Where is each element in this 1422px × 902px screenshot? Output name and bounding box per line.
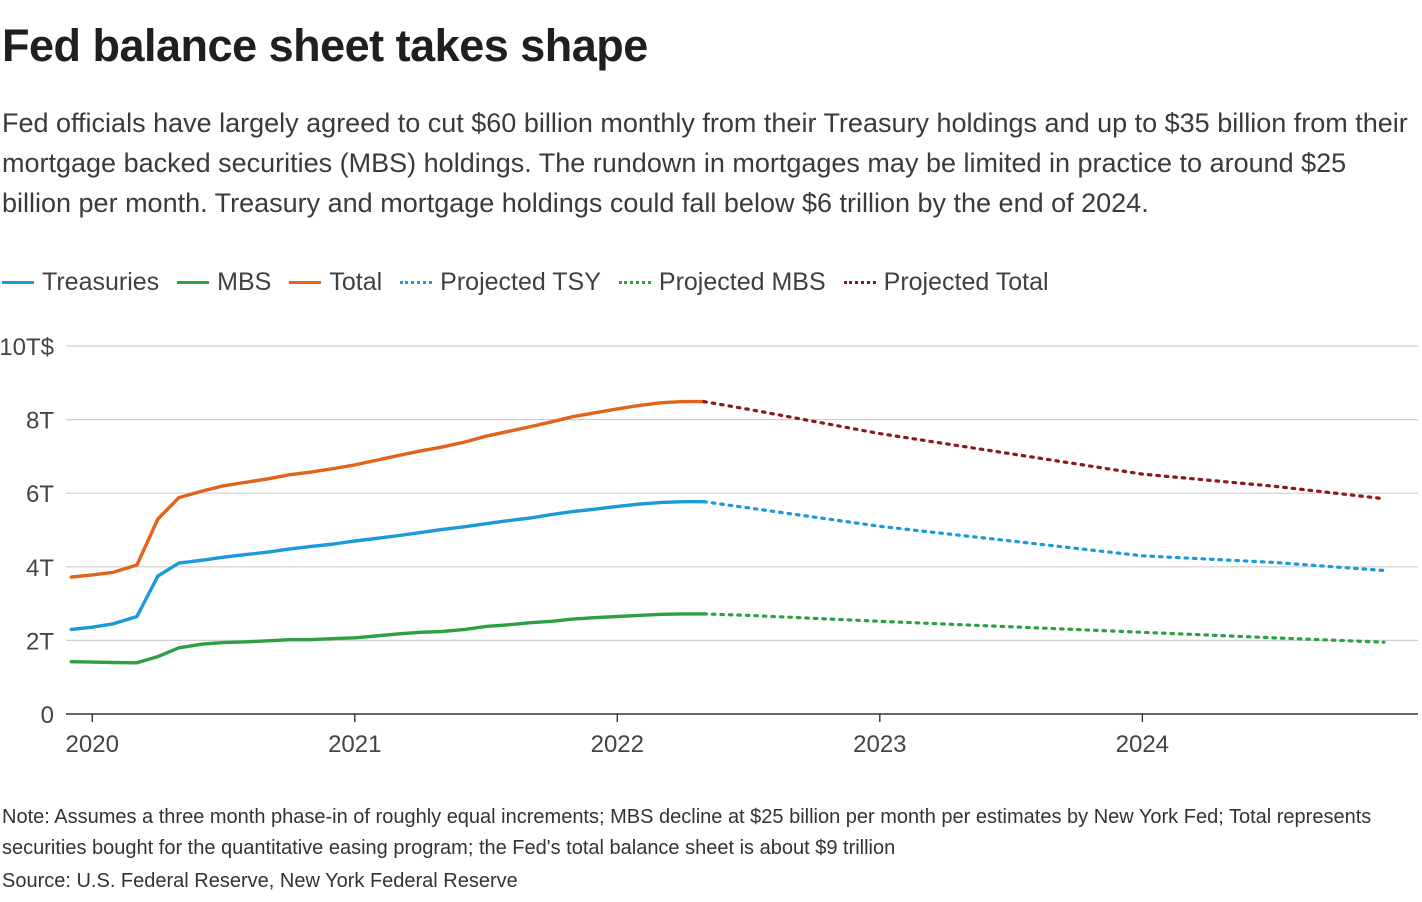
- legend-swatch: [400, 280, 433, 284]
- x-tick-label: 2023: [853, 731, 906, 758]
- x-tick-label: 2022: [591, 731, 644, 758]
- chart-legend: Treasuries MBS Total Projected TSY Projected…: [2, 264, 1067, 300]
- legend-item-projected-total: Projected Total: [843, 267, 1049, 297]
- x-tick-label: 2024: [1116, 731, 1169, 758]
- legend-item-treasuries: Treasuries: [2, 268, 159, 297]
- legend-item-total: Total: [289, 268, 382, 297]
- series-total: [69, 399, 706, 579]
- series-mbs: [69, 612, 706, 665]
- x-tick-label: 2021: [328, 731, 381, 758]
- line-chart: 0 2T 4T 6T 8T 10T$ 2020 2021 2022 2023 2024: [0, 334, 1418, 758]
- series-lines: [69, 399, 1386, 665]
- legend-label: Total: [329, 267, 383, 296]
- y-tick-label: 0: [41, 702, 54, 729]
- series-projected-tsy: [702, 500, 1386, 573]
- legend-label: Projected TSY: [440, 267, 601, 296]
- legend-label: Projected MBS: [658, 267, 826, 296]
- series-projected-mbs: [702, 612, 1386, 644]
- legend-label: MBS: [217, 267, 272, 296]
- x-tick-label: 2020: [66, 731, 119, 758]
- chart-subtitle: Fed officials have largely agreed to cut…: [2, 108, 1408, 218]
- y-tick-label: 8T: [26, 408, 54, 435]
- y-tick-label: 4T: [26, 555, 54, 582]
- legend-label: Projected Total: [883, 267, 1049, 296]
- x-axis-labels: 2020 2021 2022 2023 2024: [66, 714, 1169, 758]
- chart-footer: Note: Assumes a three month phase-in of …: [2, 802, 1422, 897]
- legend-item-mbs: MBS: [177, 268, 271, 297]
- series-treasuries: [69, 500, 706, 632]
- gridlines: [66, 345, 1418, 715]
- legend-label: Treasuries: [42, 267, 160, 296]
- legend-swatch: [843, 280, 876, 284]
- chart-title: Fed balance sheet takes shape: [2, 20, 648, 71]
- legend-swatch: [2, 280, 34, 284]
- legend-swatch: [289, 280, 322, 284]
- legend-swatch: [177, 280, 210, 284]
- y-tick-label: 10T$: [0, 334, 54, 361]
- chart-note: Note: Assumes a three month phase-in of …: [2, 806, 1372, 859]
- y-axis-labels: 0 2T 4T 6T 8T 10T$: [0, 334, 54, 729]
- legend-swatch: [618, 280, 651, 284]
- series-projected-total: [702, 400, 1386, 501]
- y-tick-label: 2T: [26, 628, 54, 655]
- y-tick-label: 6T: [26, 481, 54, 508]
- chart-source: Source: U.S. Federal Reserve, New York F…: [2, 870, 518, 892]
- legend-item-projected-tsy: Projected TSY: [400, 268, 601, 297]
- legend-item-projected-mbs: Projected MBS: [618, 267, 826, 297]
